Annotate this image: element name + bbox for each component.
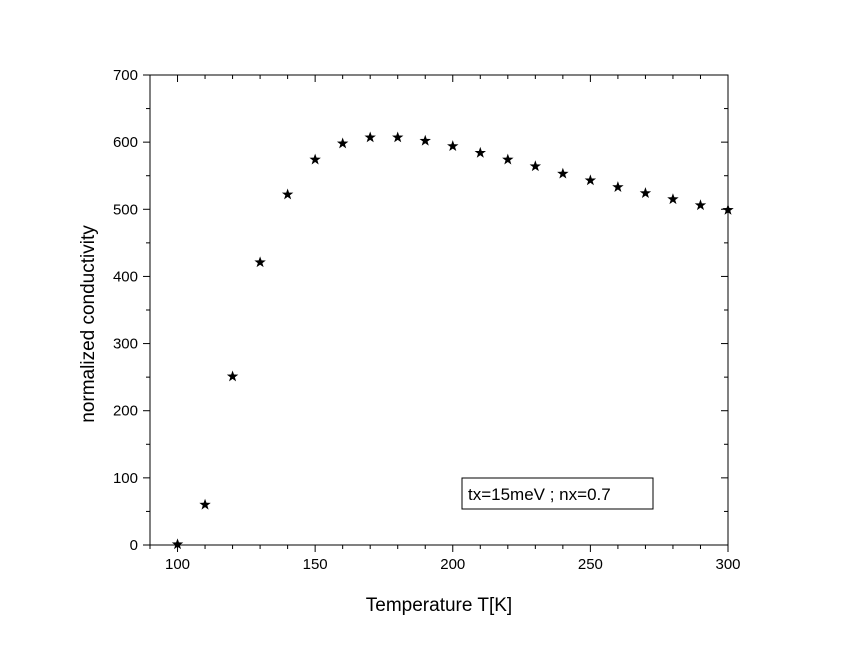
data-point-star — [336, 137, 349, 149]
x-axis-title: Temperature T[K] — [366, 595, 512, 616]
annotation-text: tx=15meV ; nx=0.7 — [468, 485, 611, 504]
data-point-star — [392, 131, 404, 143]
data-point-star — [694, 199, 707, 211]
data-point-star — [199, 498, 211, 510]
x-tick-label: 300 — [715, 556, 740, 573]
data-point-star — [557, 167, 569, 179]
data-point-star — [171, 538, 184, 550]
data-point-star — [281, 188, 294, 200]
data-point-star — [309, 153, 321, 165]
x-tick-label: 100 — [165, 556, 190, 573]
y-tick-label: 400 — [113, 268, 138, 285]
data-point-star — [447, 140, 459, 152]
annotation-box: tx=15meV ; nx=0.7 — [461, 477, 654, 510]
y-tick-label: 100 — [113, 470, 138, 487]
x-tick-label: 200 — [440, 556, 465, 573]
data-point-star — [612, 181, 624, 192]
data-point-star — [639, 187, 652, 199]
data-point-star — [226, 370, 239, 382]
axes — [149, 74, 729, 546]
data-point-star — [254, 256, 266, 268]
x-tick-label: 250 — [578, 556, 603, 573]
y-tick-label: 600 — [113, 134, 138, 151]
axis-ticks: 100 150 200 250 300 0 100 200 300 400 500 600 700 — [113, 67, 741, 573]
data-point-star — [584, 174, 597, 186]
y-tick-label: 300 — [113, 336, 138, 353]
annotation-frame — [461, 477, 654, 510]
data-point-star — [474, 146, 486, 158]
data-point-star — [419, 134, 431, 146]
x-tick-label: 150 — [303, 556, 328, 573]
data-point-star — [722, 203, 734, 215]
data-points — [171, 131, 734, 550]
data-point-star — [529, 160, 542, 172]
y-tick-label: 700 — [113, 67, 138, 84]
y-tick-label: 500 — [113, 201, 138, 218]
y-axis-title: normalized conductivity — [78, 225, 99, 423]
y-tick-label: 0 — [130, 537, 138, 554]
data-point-star — [364, 131, 376, 143]
y-tick-label: 200 — [113, 403, 138, 420]
data-point-star — [502, 153, 514, 165]
data-point-star — [667, 193, 679, 205]
plot-frame — [149, 74, 729, 546]
